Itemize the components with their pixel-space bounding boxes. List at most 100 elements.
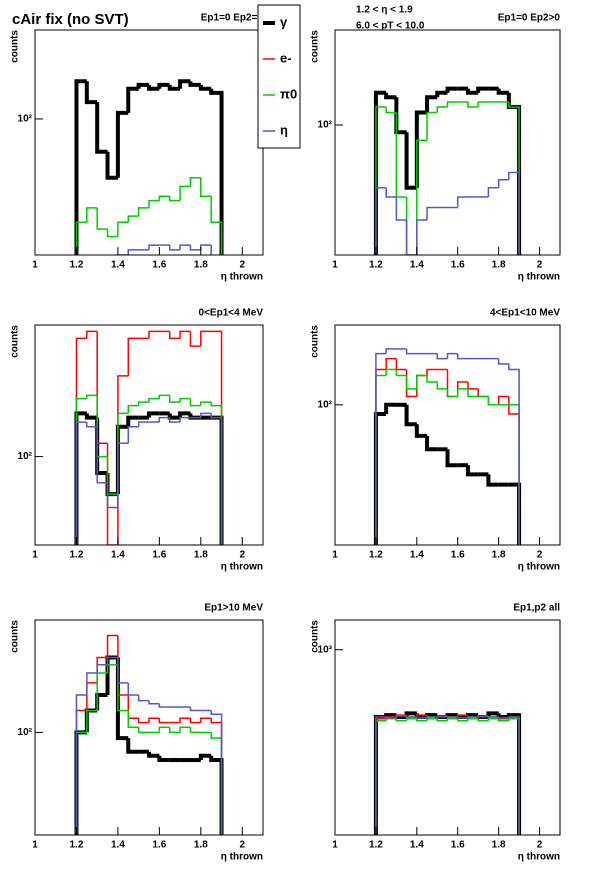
histogram-bin <box>477 101 489 108</box>
plot-area <box>74 79 224 255</box>
histogram-bin <box>200 401 212 406</box>
legend-box <box>257 4 301 149</box>
histogram-bin <box>84 413 98 420</box>
histogram-bin <box>200 717 212 723</box>
histogram-bin <box>385 187 397 198</box>
histogram-bin <box>126 86 139 113</box>
histogram-bin <box>148 700 160 705</box>
x-axis-label: η thrown <box>518 852 560 863</box>
x-tick-label: 1.4 <box>410 550 424 561</box>
panel-title: 0<Ep1<4 MeV <box>199 308 264 319</box>
histogram-bin <box>385 357 397 370</box>
y-axis-label: counts <box>310 620 321 653</box>
histogram-bin <box>446 352 458 359</box>
x-tick-label: 1 <box>32 550 38 561</box>
histogram-bin <box>168 245 181 251</box>
histogram-bin <box>147 411 160 418</box>
x-tick-label: 1 <box>32 840 38 851</box>
histogram-bin <box>487 396 499 406</box>
x-axis-label: η thrown <box>221 562 263 573</box>
histogram-bin <box>508 363 520 545</box>
histogram-bin <box>148 244 160 250</box>
histogram-bin <box>137 694 149 702</box>
x-axis-label: η thrown <box>221 272 263 283</box>
histogram-bin <box>147 84 160 91</box>
histogram-bin <box>210 196 223 255</box>
histogram-bin <box>189 727 201 734</box>
histogram-bin <box>157 82 170 89</box>
histogram-bin <box>75 694 87 835</box>
histogram-bin <box>117 442 129 508</box>
histogram-bin <box>148 199 160 208</box>
histogram-bin <box>395 369 407 377</box>
histogram-bin <box>385 107 397 114</box>
histogram-bin <box>105 151 118 180</box>
histogram-bin <box>179 416 191 423</box>
x-tick-label: 1.6 <box>451 260 465 271</box>
panel-title: Ep1>10 MeV <box>204 603 263 614</box>
frame <box>34 29 264 256</box>
panel-title: 4<Ep1<10 MeV <box>490 308 560 319</box>
histogram-bin <box>209 88 224 255</box>
histogram-bin <box>86 422 98 428</box>
histogram-bin <box>375 716 387 835</box>
histogram-bin <box>86 672 98 695</box>
panel-title: Ep1=0 Ep2>0 <box>498 13 561 24</box>
plot-area <box>74 634 224 835</box>
histogram-bin <box>148 330 160 339</box>
histogram-bin <box>117 221 129 237</box>
x-tick-label: 1.4 <box>111 550 125 561</box>
histogram-bin <box>168 196 181 202</box>
histogram-bin <box>86 394 98 399</box>
legend-label: π0 <box>280 86 297 101</box>
histogram-bin <box>115 110 129 178</box>
histogram-bin <box>127 710 139 729</box>
x-tick-label: 2 <box>537 550 543 561</box>
histogram-bin <box>84 81 98 105</box>
x-tick-label: 1.8 <box>194 260 208 271</box>
frame <box>34 619 264 836</box>
histogram-bin <box>446 718 458 721</box>
histogram-bin <box>416 718 428 722</box>
histogram-bin <box>487 718 499 721</box>
histogram-bin <box>508 716 520 835</box>
histogram-bin <box>115 657 129 741</box>
histogram-bin <box>148 717 160 723</box>
histogram-bin <box>106 228 118 238</box>
histogram-bin <box>373 411 387 545</box>
histogram-bin <box>375 187 387 255</box>
plot-area <box>373 711 522 835</box>
histogram-bin <box>426 375 438 383</box>
x-tick-label: 1 <box>32 260 38 271</box>
histogram-bin <box>127 215 139 223</box>
histogram-bin <box>210 710 223 835</box>
legend-label: γ <box>280 14 288 29</box>
histogram-bin <box>167 84 181 91</box>
histogram-bin <box>200 330 212 347</box>
histogram-bin <box>179 330 191 339</box>
histogram-bin <box>404 404 417 427</box>
x-tick-label: 1.8 <box>492 550 506 561</box>
histogram-bin <box>425 435 438 452</box>
histogram-bin <box>487 396 499 406</box>
histogram-bin <box>465 465 479 477</box>
x-tick-label: 1.4 <box>111 260 125 271</box>
histogram-bin <box>436 106 448 113</box>
histogram-bin <box>158 195 170 201</box>
x-axis-label: η thrown <box>518 562 560 573</box>
histogram-bin <box>487 716 499 718</box>
plot-area <box>74 330 224 545</box>
histogram-bin <box>106 656 118 665</box>
histogram-bin <box>74 730 87 835</box>
histogram-bin <box>384 402 397 414</box>
histogram-bin <box>137 727 149 734</box>
histogram-bin <box>465 88 479 95</box>
panel-title: Ep1=0 Ep2=0 <box>201 13 264 24</box>
histogram-bin <box>158 394 170 399</box>
x-tick-label: 2 <box>537 840 543 851</box>
histogram-bin <box>198 84 212 91</box>
histogram-bin <box>446 716 458 718</box>
y-axis-label: counts <box>310 30 321 63</box>
histogram-bin <box>168 395 181 403</box>
